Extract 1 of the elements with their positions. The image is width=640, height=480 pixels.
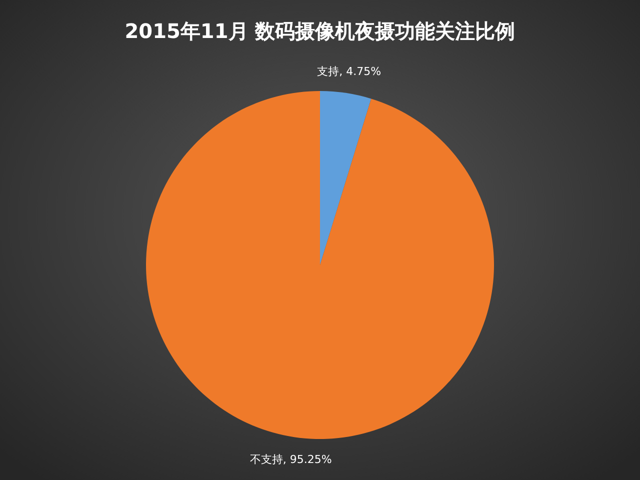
- title: 2015年11月 数码摄像机夜摄功能关注比例: [124, 19, 516, 43]
